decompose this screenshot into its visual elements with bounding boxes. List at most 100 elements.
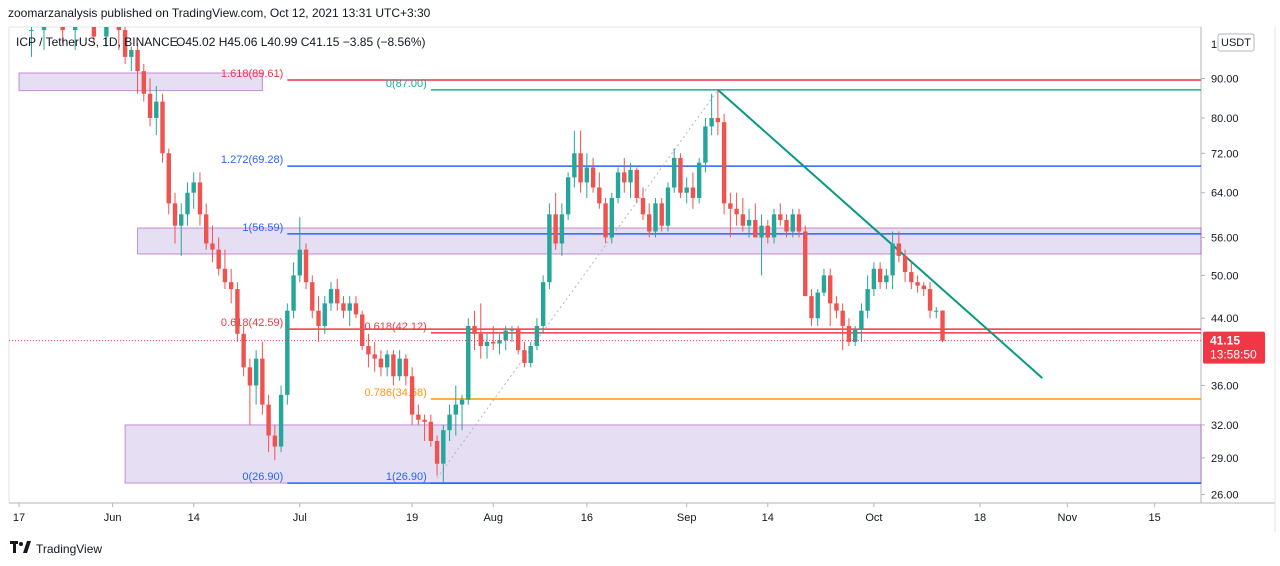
time-tick-label: 17: [13, 512, 25, 524]
candle-body: [185, 192, 190, 215]
candle-body: [391, 354, 396, 377]
candle-body: [104, 27, 109, 37]
candle-body: [210, 243, 215, 250]
candle-body: [366, 346, 371, 355]
candle-body: [253, 358, 259, 386]
candle-body: [803, 231, 808, 297]
publisher-header: zoomarzanalysis published on TradingView…: [8, 6, 431, 20]
candle-body: [528, 346, 533, 363]
candle-body: [678, 157, 683, 193]
candle-body: [753, 219, 758, 238]
currency-badge[interactable]: USDT: [1217, 33, 1255, 52]
candle-body: [728, 203, 733, 209]
candle-body: [540, 282, 546, 326]
candle-body: [422, 419, 427, 422]
price-tick-label: 26.00: [1211, 489, 1239, 501]
time-tick-label: Sep: [677, 512, 697, 524]
candle-body: [29, 30, 34, 32]
candle-body: [796, 214, 802, 232]
candle-body: [915, 282, 920, 286]
candle-body: [778, 214, 783, 220]
candle-body: [790, 214, 795, 232]
candle-body: [335, 289, 340, 304]
candle-body: [278, 394, 284, 447]
price-tick-label: 36.00: [1211, 380, 1239, 392]
candle-body: [491, 341, 496, 344]
candle-body: [921, 285, 926, 290]
candle-body: [703, 126, 708, 163]
candle-body: [834, 303, 839, 311]
candle-body: [285, 310, 290, 395]
guides-layer: [436, 89, 1044, 479]
candle-body: [409, 376, 415, 415]
last-price-badge: 41.15 13:58:50: [1203, 331, 1265, 364]
candle-body: [91, 27, 97, 37]
candle-body: [297, 249, 302, 276]
candle-body: [871, 268, 877, 290]
candle-body: [360, 314, 365, 347]
candle-body: [721, 122, 727, 204]
candle-body: [665, 187, 671, 226]
candle-body: [522, 350, 527, 363]
candle-body: [216, 249, 221, 269]
candle-body: [672, 157, 677, 188]
candle-body: [453, 404, 458, 415]
candle-body: [653, 203, 658, 232]
candle-body: [852, 329, 858, 342]
price-tick-label: 32.00: [1211, 420, 1239, 432]
svg-text:USDT: USDT: [1221, 37, 1251, 49]
resistance-zone-top: [18, 72, 263, 92]
candle-body: [784, 219, 789, 232]
candle-body: [746, 219, 752, 226]
price-tick-label: 90.00: [1211, 74, 1239, 86]
dotted-guide-line: [436, 89, 719, 479]
candle-body: [622, 172, 627, 183]
footer-brand[interactable]: TradingView: [10, 541, 102, 556]
candle-body: [740, 214, 746, 226]
candle-body: [809, 296, 814, 319]
candle-body: [416, 414, 421, 420]
candle-body: [840, 310, 845, 326]
candle-body: [696, 162, 702, 198]
candle-body: [310, 282, 315, 311]
candle-body: [759, 225, 764, 238]
candle-body: [659, 203, 664, 226]
price-tick-label: 56.00: [1211, 232, 1239, 244]
price-tick-label: 80.00: [1211, 113, 1239, 125]
tradingview-logo-icon: [10, 541, 32, 556]
footer-brand-label: TradingView: [36, 541, 103, 556]
time-axis: 17 Jun 14 Jul 19 Aug 16 Sep 14 Oct 18 Nov 15: [13, 503, 1161, 524]
candle-body: [628, 169, 633, 183]
support-zone-bottom: [124, 424, 1202, 484]
time-tick-label: Jul: [293, 512, 307, 524]
last-price-countdown: 13:58:50: [1210, 348, 1257, 362]
time-tick-label: 18: [974, 512, 986, 524]
time-tick-label: Nov: [1058, 512, 1078, 524]
fib-0-label: 0(87.00): [386, 78, 427, 90]
candle-body: [640, 197, 646, 215]
candle-body: [353, 303, 359, 315]
candle-body: [141, 71, 146, 94]
descending-trendline: [717, 89, 1044, 379]
candle-body: [547, 214, 552, 283]
candle-body: [447, 414, 452, 431]
candle-body: [516, 329, 521, 351]
candle-body: [578, 153, 583, 183]
candle-body: [940, 310, 945, 341]
time-tick-label: 14: [188, 512, 200, 524]
candle-body: [322, 303, 327, 326]
candle-body: [927, 289, 933, 311]
time-tick-label: 16: [581, 512, 593, 524]
candle-body: [60, 27, 65, 31]
candle-body: [846, 325, 852, 342]
candle-body: [466, 325, 471, 400]
candle-body: [341, 303, 346, 311]
time-tick-label: Oct: [865, 512, 882, 524]
candle-body: [154, 101, 159, 118]
candle-body: [228, 282, 234, 290]
price-tick-label: 29.00: [1211, 453, 1239, 465]
candle-body: [166, 153, 171, 204]
candle-body: [403, 358, 409, 377]
candle-body: [384, 354, 390, 368]
